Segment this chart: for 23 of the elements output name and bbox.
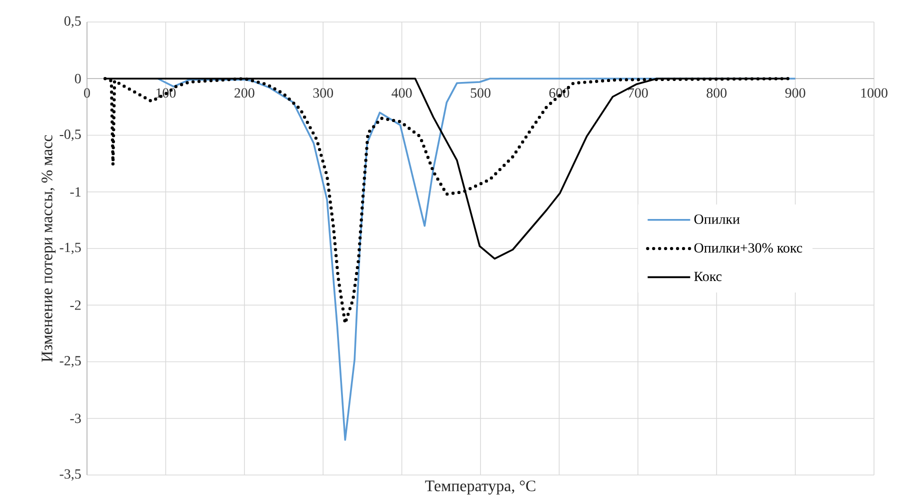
y-tick-label: 0 xyxy=(74,74,81,84)
x-tick-label: 0 xyxy=(84,88,90,98)
x-tick-label: 800 xyxy=(706,88,727,98)
y-tick-label: -2,5 xyxy=(60,356,81,368)
y-tick-label: -2 xyxy=(70,300,81,310)
y-tick-label: -0,5 xyxy=(60,130,81,141)
x-tick-label: 1000 xyxy=(861,88,888,98)
y-tick-label: -3 xyxy=(70,414,81,424)
legend-label: Опилки xyxy=(694,214,740,224)
y-axis-title: Изменение потери массы, % масс xyxy=(42,135,56,362)
legend-label: Кокс xyxy=(694,272,722,282)
x-tick-label: 500 xyxy=(470,88,490,98)
x-tick-label: 200 xyxy=(234,88,254,98)
x-tick-label: 900 xyxy=(785,88,806,98)
x-tick-label: 300 xyxy=(313,88,334,98)
y-tick-label: -1,5 xyxy=(60,242,81,254)
x-axis-title: Температура, °C xyxy=(425,480,536,495)
y-tick-label: -3,5 xyxy=(60,469,81,481)
legend-label: Опилки+30% кокс xyxy=(694,243,802,253)
x-tick-label: 700 xyxy=(628,88,648,98)
y-tick-label: 0,5 xyxy=(64,16,81,28)
x-tick-label: 400 xyxy=(392,88,412,98)
y-tick-label: -1 xyxy=(70,187,81,196)
